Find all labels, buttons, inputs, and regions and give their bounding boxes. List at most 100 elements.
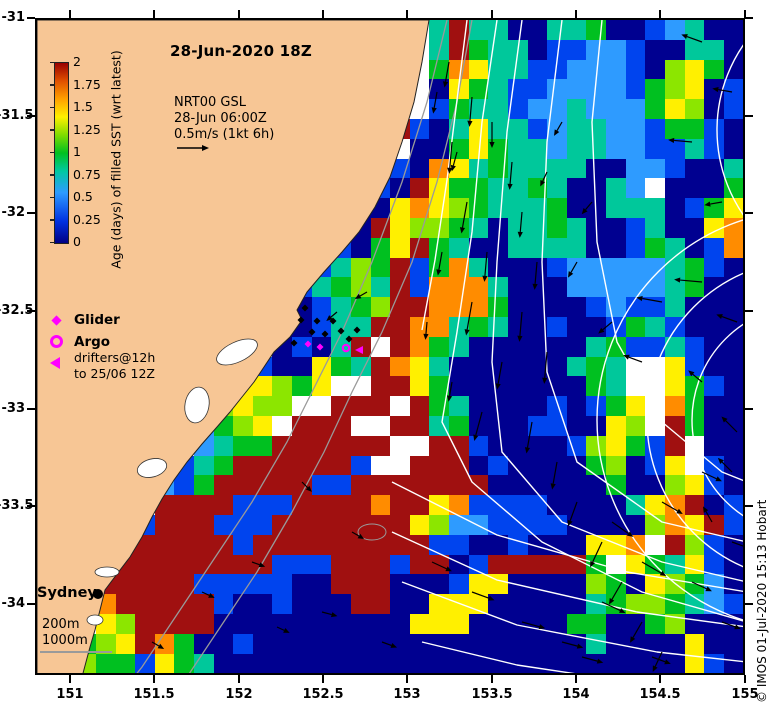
sst-cell: [409, 178, 430, 199]
sst-cell: [292, 515, 313, 536]
sst-cell: [645, 416, 666, 437]
current-vector: [431, 561, 447, 570]
sst-cell: [684, 99, 705, 120]
sst-cell: [154, 515, 175, 536]
sst-cell: [684, 59, 705, 80]
sst-cell: [507, 317, 528, 338]
sst-cell: [429, 475, 450, 496]
sst-cell: [311, 515, 332, 536]
sst-cell: [488, 554, 509, 575]
sst-cell: [311, 653, 332, 673]
sst-cell: [449, 376, 470, 397]
sst-cell: [547, 20, 568, 41]
y-tick-mark: [745, 212, 753, 214]
sst-cell: [370, 653, 391, 673]
sst-cell: [586, 614, 607, 635]
sst-cell: [233, 475, 254, 496]
current-vector: [691, 581, 707, 590]
sst-cell: [625, 515, 646, 536]
sst-cell: [331, 574, 352, 595]
sst-cell: [350, 237, 371, 259]
gsl-contour: [491, 20, 743, 582]
sst-cell: [194, 574, 215, 595]
sst-cell: [547, 574, 568, 595]
current-vector: [592, 541, 603, 563]
sst-cell: [252, 633, 273, 655]
sst-cell: [527, 574, 548, 595]
current-vector-head: [447, 395, 453, 402]
sst-cell: [272, 416, 293, 437]
x-tick-mark: [153, 10, 155, 18]
glider-track-marker: [353, 326, 361, 334]
sst-cell: [409, 376, 430, 397]
sst-cell: [606, 455, 627, 476]
colorbar-tick-label: 1: [73, 144, 81, 159]
sst-cell: [547, 336, 568, 358]
sst-cell: [350, 475, 371, 496]
current-vector-head: [542, 377, 548, 384]
sst-cell: [527, 435, 548, 457]
sst-cell: [292, 475, 313, 496]
sst-cell: [664, 20, 685, 41]
sst-cell: [566, 237, 587, 259]
sst-cell: [547, 376, 568, 397]
sst-cell: [704, 356, 725, 377]
current-vector: [438, 251, 443, 270]
sst-cell: [468, 614, 489, 635]
x-tick-mark: [575, 675, 577, 683]
sst-cell: [566, 178, 587, 199]
sst-cell: [704, 257, 725, 278]
current-vector: [475, 411, 483, 436]
current-vector: [725, 420, 738, 433]
sst-cell: [95, 653, 116, 673]
colorbar-tick-mark: [50, 129, 54, 131]
y-tick-mark: [27, 505, 35, 507]
sst-cell: [586, 554, 607, 575]
sst-cell: [350, 653, 371, 673]
sst-cell: [194, 633, 215, 655]
sst-cell: [723, 20, 743, 41]
sst-cell: [507, 356, 528, 377]
sst-cell: [606, 614, 627, 635]
current-vector: [448, 381, 453, 396]
current-vector: [466, 301, 473, 330]
sst-cell: [586, 495, 607, 516]
sst-cell: [606, 396, 627, 417]
sst-cell: [350, 574, 371, 595]
sst-cell: [311, 554, 332, 575]
sst-cell: [311, 396, 332, 417]
sst-cell: [213, 455, 234, 476]
colorbar-axis-label: Age (days) of filled SST (wrt latest): [108, 50, 124, 269]
gsl-contour: [401, 581, 743, 663]
sst-cell: [664, 336, 685, 358]
sst-cell: [350, 356, 371, 377]
sst-cell: [488, 435, 509, 457]
sst-cell: [370, 257, 391, 278]
sst-cell: [547, 515, 568, 536]
gsl-contour: [391, 481, 743, 593]
sst-cell: [350, 297, 371, 318]
current-vector-head: [517, 335, 523, 342]
sst-cell: [566, 99, 587, 120]
current-vector-head: [715, 476, 722, 482]
sst-cell: [468, 475, 489, 496]
sst-cell: [664, 158, 685, 179]
colorbar: [54, 62, 69, 244]
sst-cell: [370, 455, 391, 476]
sst-cell: [547, 396, 568, 417]
sst-cell: [350, 633, 371, 655]
sst-cell: [409, 653, 430, 673]
current-vector-head: [436, 269, 442, 276]
sst-cell: [488, 297, 509, 318]
sst-cell: [547, 59, 568, 80]
sst-cell: [606, 158, 627, 179]
current-vector-head: [554, 129, 560, 136]
sst-cell: [507, 653, 528, 673]
colorbar-tick-label: 1.5: [73, 99, 93, 114]
sst-cell: [527, 317, 548, 338]
colorbar-tick-label: 0.75: [73, 166, 101, 182]
sst-cell: [606, 237, 627, 259]
sst-cell: [194, 495, 215, 516]
sst-cell: [449, 653, 470, 673]
sst-cell: [449, 178, 470, 199]
